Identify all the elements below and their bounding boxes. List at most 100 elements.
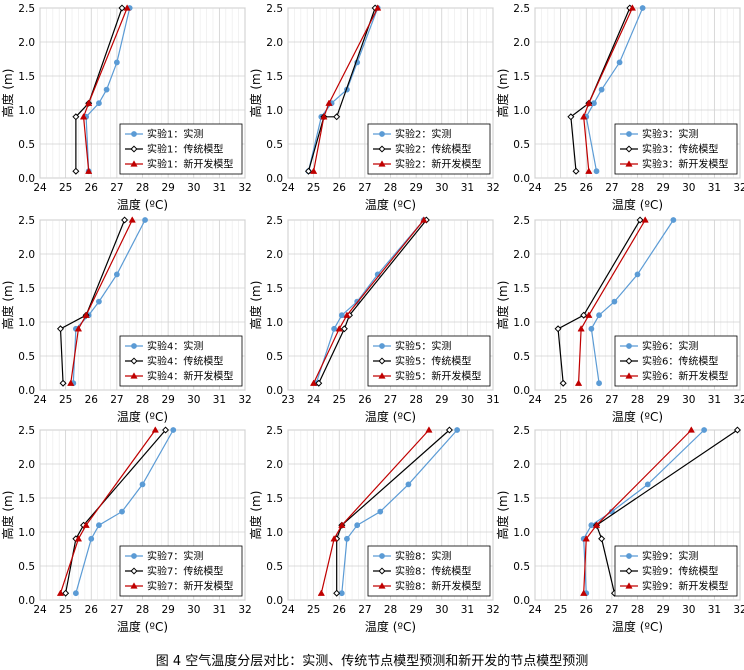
y-tick-label: 0.5 xyxy=(266,561,283,573)
legend-marker xyxy=(379,553,385,559)
x-tick-label: 25 xyxy=(59,394,72,406)
y-tick-label: 1.0 xyxy=(513,105,530,117)
legend-entry: 实验2：传统模型 xyxy=(395,143,471,156)
series-line xyxy=(70,219,133,384)
data-point xyxy=(170,427,177,433)
data-point xyxy=(340,325,348,333)
legend-marker xyxy=(378,582,386,589)
data-point xyxy=(593,168,600,175)
data-point xyxy=(309,167,318,174)
data-point xyxy=(580,113,588,120)
data-point xyxy=(644,481,651,488)
data-point xyxy=(585,311,593,318)
y-tick-label: 1.5 xyxy=(513,283,530,295)
series-line xyxy=(583,7,633,172)
x-tick-label: 25 xyxy=(554,604,567,616)
legend-entry: 实验8：新开发模型 xyxy=(395,580,481,593)
legend-entry: 实验8：实测 xyxy=(395,550,451,563)
series-line xyxy=(59,219,126,384)
data-point xyxy=(598,535,606,543)
data-point xyxy=(85,99,93,106)
data-point xyxy=(85,167,93,174)
data-point xyxy=(580,311,588,319)
x-axis-label: 温度 (ºC) xyxy=(365,409,416,424)
x-tick-label: 28 xyxy=(384,182,397,194)
legend-entry: 实验5：新开发模型 xyxy=(395,370,481,383)
x-tick-label: 32 xyxy=(238,182,251,194)
data-point xyxy=(151,426,159,433)
x-tick-label: 25 xyxy=(554,394,567,406)
y-tick-label: 0.0 xyxy=(513,595,530,607)
x-tick-label: 31 xyxy=(486,394,499,406)
x-tick-label: 24 xyxy=(33,604,47,616)
legend-entry: 实验9：新开发模型 xyxy=(642,580,728,593)
x-tick-label: 28 xyxy=(631,604,644,616)
y-tick-label: 1.5 xyxy=(18,283,35,295)
data-point xyxy=(56,589,65,596)
y-tick-label: 0.0 xyxy=(513,385,530,397)
data-point xyxy=(74,535,83,542)
y-tick-label: 1.0 xyxy=(18,527,35,539)
x-tick-label: 24 xyxy=(281,604,295,616)
series-line xyxy=(82,7,128,172)
data-point xyxy=(62,589,70,597)
x-tick-label: 24 xyxy=(307,394,321,406)
data-point xyxy=(641,216,649,223)
data-point xyxy=(335,325,343,332)
data-point xyxy=(67,379,75,386)
data-point xyxy=(574,379,583,386)
data-point xyxy=(162,426,170,434)
x-tick-label: 24 xyxy=(281,182,295,194)
x-tick-label: 29 xyxy=(409,182,422,194)
legend-entry: 实验3：实测 xyxy=(642,128,698,141)
legend-entry: 实验6：新开发模型 xyxy=(642,370,728,383)
series-line xyxy=(85,7,131,172)
y-tick-label: 2.0 xyxy=(18,459,35,471)
x-tick-label: 28 xyxy=(136,394,149,406)
x-tick-label: 24 xyxy=(528,604,542,616)
y-tick-label: 2.5 xyxy=(266,425,283,437)
legend-marker xyxy=(131,131,137,137)
y-tick-label: 1.0 xyxy=(18,317,35,329)
data-point xyxy=(596,380,602,387)
y-tick-label: 1.0 xyxy=(513,317,530,329)
data-point xyxy=(82,311,90,318)
x-tick-label: 23 xyxy=(281,394,294,406)
x-tick-label: 27 xyxy=(605,182,618,194)
x-tick-label: 29 xyxy=(409,604,422,616)
data-point xyxy=(454,427,461,433)
data-point xyxy=(72,113,80,121)
data-point xyxy=(119,508,125,515)
x-tick-label: 28 xyxy=(384,604,397,616)
x-tick-label: 26 xyxy=(333,604,347,616)
y-tick-label: 2.0 xyxy=(266,249,283,261)
y-tick-label: 1.5 xyxy=(18,493,35,505)
x-tick-label: 31 xyxy=(708,182,721,194)
x-axis-label: 温度 (ºC) xyxy=(612,197,663,212)
y-axis-label: 高度 (m) xyxy=(495,281,510,330)
x-tick-label: 27 xyxy=(384,394,397,406)
x-tick-label: 30 xyxy=(187,182,200,194)
y-tick-label: 0.0 xyxy=(266,595,283,607)
series-line xyxy=(336,429,450,594)
legend-entry: 实验1：新开发模型 xyxy=(147,158,233,171)
series-line xyxy=(315,219,425,384)
data-point xyxy=(585,99,593,106)
y-tick-label: 0.0 xyxy=(266,385,283,397)
data-point xyxy=(377,508,384,515)
figure-chart-grid: 24 25 26 27 28 29 30 31 32 0.0 0.5 1.0 1.5 2.0 2.5 温度 (… xyxy=(0,3,744,634)
data-point xyxy=(309,379,318,386)
chart-panel-1: 24 25 26 27 28 29 30 31 32 0.0 0.5 1.0 1.5 2.0 2.5 温度 (… xyxy=(0,3,252,212)
x-tick-label: 25 xyxy=(59,604,72,616)
data-point xyxy=(445,426,453,434)
y-tick-label: 0.5 xyxy=(266,139,283,151)
x-tick-label: 25 xyxy=(554,182,567,194)
data-point xyxy=(592,521,601,528)
chart-panel-3: 24 25 26 27 28 29 30 31 32 0.0 0.5 1.0 1.5 2.0 2.5 温度 (… xyxy=(495,3,744,212)
legend-entry: 实验2：新开发模型 xyxy=(395,158,481,171)
y-axis-label: 高度 (m) xyxy=(0,69,15,118)
data-point xyxy=(338,521,346,528)
data-point xyxy=(670,217,677,223)
